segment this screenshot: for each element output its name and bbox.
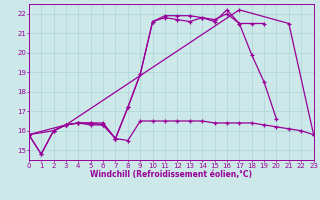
X-axis label: Windchill (Refroidissement éolien,°C): Windchill (Refroidissement éolien,°C) (90, 170, 252, 179)
